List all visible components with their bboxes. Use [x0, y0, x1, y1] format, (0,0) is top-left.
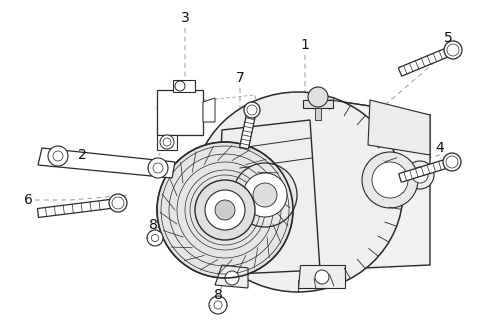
Circle shape — [372, 162, 408, 198]
Polygon shape — [157, 90, 203, 135]
Text: 8: 8 — [214, 288, 222, 302]
Polygon shape — [215, 265, 248, 288]
Text: 8: 8 — [149, 218, 157, 232]
Circle shape — [195, 180, 255, 240]
Circle shape — [209, 296, 227, 314]
Circle shape — [160, 135, 174, 149]
Circle shape — [308, 87, 328, 107]
Polygon shape — [215, 120, 320, 275]
Polygon shape — [368, 100, 430, 155]
Circle shape — [112, 197, 124, 209]
Circle shape — [214, 301, 222, 309]
Circle shape — [147, 230, 163, 246]
Circle shape — [253, 183, 277, 207]
Circle shape — [444, 41, 462, 59]
Circle shape — [48, 146, 68, 166]
Circle shape — [406, 161, 434, 189]
Bar — [303, 100, 333, 108]
Polygon shape — [38, 148, 175, 178]
Circle shape — [412, 167, 428, 183]
Polygon shape — [203, 98, 215, 122]
Circle shape — [233, 163, 297, 227]
Text: 1: 1 — [300, 38, 310, 52]
Text: 6: 6 — [24, 193, 33, 207]
Ellipse shape — [193, 92, 403, 292]
Polygon shape — [399, 158, 453, 182]
Circle shape — [53, 151, 63, 161]
Circle shape — [244, 102, 260, 118]
Text: 3: 3 — [180, 11, 190, 25]
Polygon shape — [398, 46, 455, 76]
Circle shape — [157, 142, 293, 278]
Text: 4: 4 — [436, 141, 444, 155]
Circle shape — [225, 271, 239, 285]
Text: 2: 2 — [78, 148, 86, 162]
Text: 5: 5 — [444, 31, 452, 45]
Polygon shape — [240, 109, 256, 149]
Polygon shape — [320, 100, 430, 270]
Circle shape — [215, 200, 235, 220]
Polygon shape — [298, 265, 345, 288]
Circle shape — [148, 158, 168, 178]
Circle shape — [446, 156, 458, 168]
Circle shape — [243, 173, 287, 217]
Circle shape — [175, 81, 185, 91]
Circle shape — [153, 163, 163, 173]
Text: 7: 7 — [236, 71, 244, 85]
Circle shape — [443, 153, 461, 171]
Circle shape — [247, 105, 257, 115]
Bar — [315, 108, 321, 120]
Circle shape — [447, 44, 459, 56]
Circle shape — [163, 138, 171, 146]
Circle shape — [315, 270, 329, 284]
Polygon shape — [37, 198, 119, 217]
Circle shape — [362, 152, 418, 208]
Circle shape — [205, 190, 245, 230]
Polygon shape — [173, 80, 195, 92]
Polygon shape — [157, 135, 177, 150]
Circle shape — [151, 234, 158, 242]
Circle shape — [109, 194, 127, 212]
